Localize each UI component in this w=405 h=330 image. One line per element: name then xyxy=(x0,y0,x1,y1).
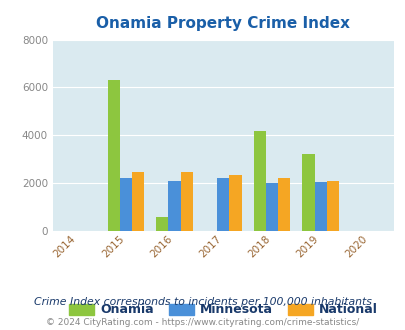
Bar xyxy=(277,178,290,231)
Bar xyxy=(217,178,229,231)
Bar xyxy=(132,172,144,231)
Bar xyxy=(326,181,338,231)
Bar xyxy=(265,183,277,231)
Legend: Onamia, Minnesota, National: Onamia, Minnesota, National xyxy=(64,299,382,321)
Bar xyxy=(168,181,180,231)
Title: Onamia Property Crime Index: Onamia Property Crime Index xyxy=(96,16,350,31)
Bar xyxy=(253,130,265,231)
Text: © 2024 CityRating.com - https://www.cityrating.com/crime-statistics/: © 2024 CityRating.com - https://www.city… xyxy=(46,318,359,327)
Bar xyxy=(180,172,192,231)
Bar xyxy=(107,80,119,231)
Bar xyxy=(302,154,314,231)
Bar xyxy=(156,216,168,231)
Bar xyxy=(119,178,132,231)
Text: Crime Index corresponds to incidents per 100,000 inhabitants: Crime Index corresponds to incidents per… xyxy=(34,297,371,307)
Bar xyxy=(314,182,326,231)
Bar xyxy=(229,175,241,231)
